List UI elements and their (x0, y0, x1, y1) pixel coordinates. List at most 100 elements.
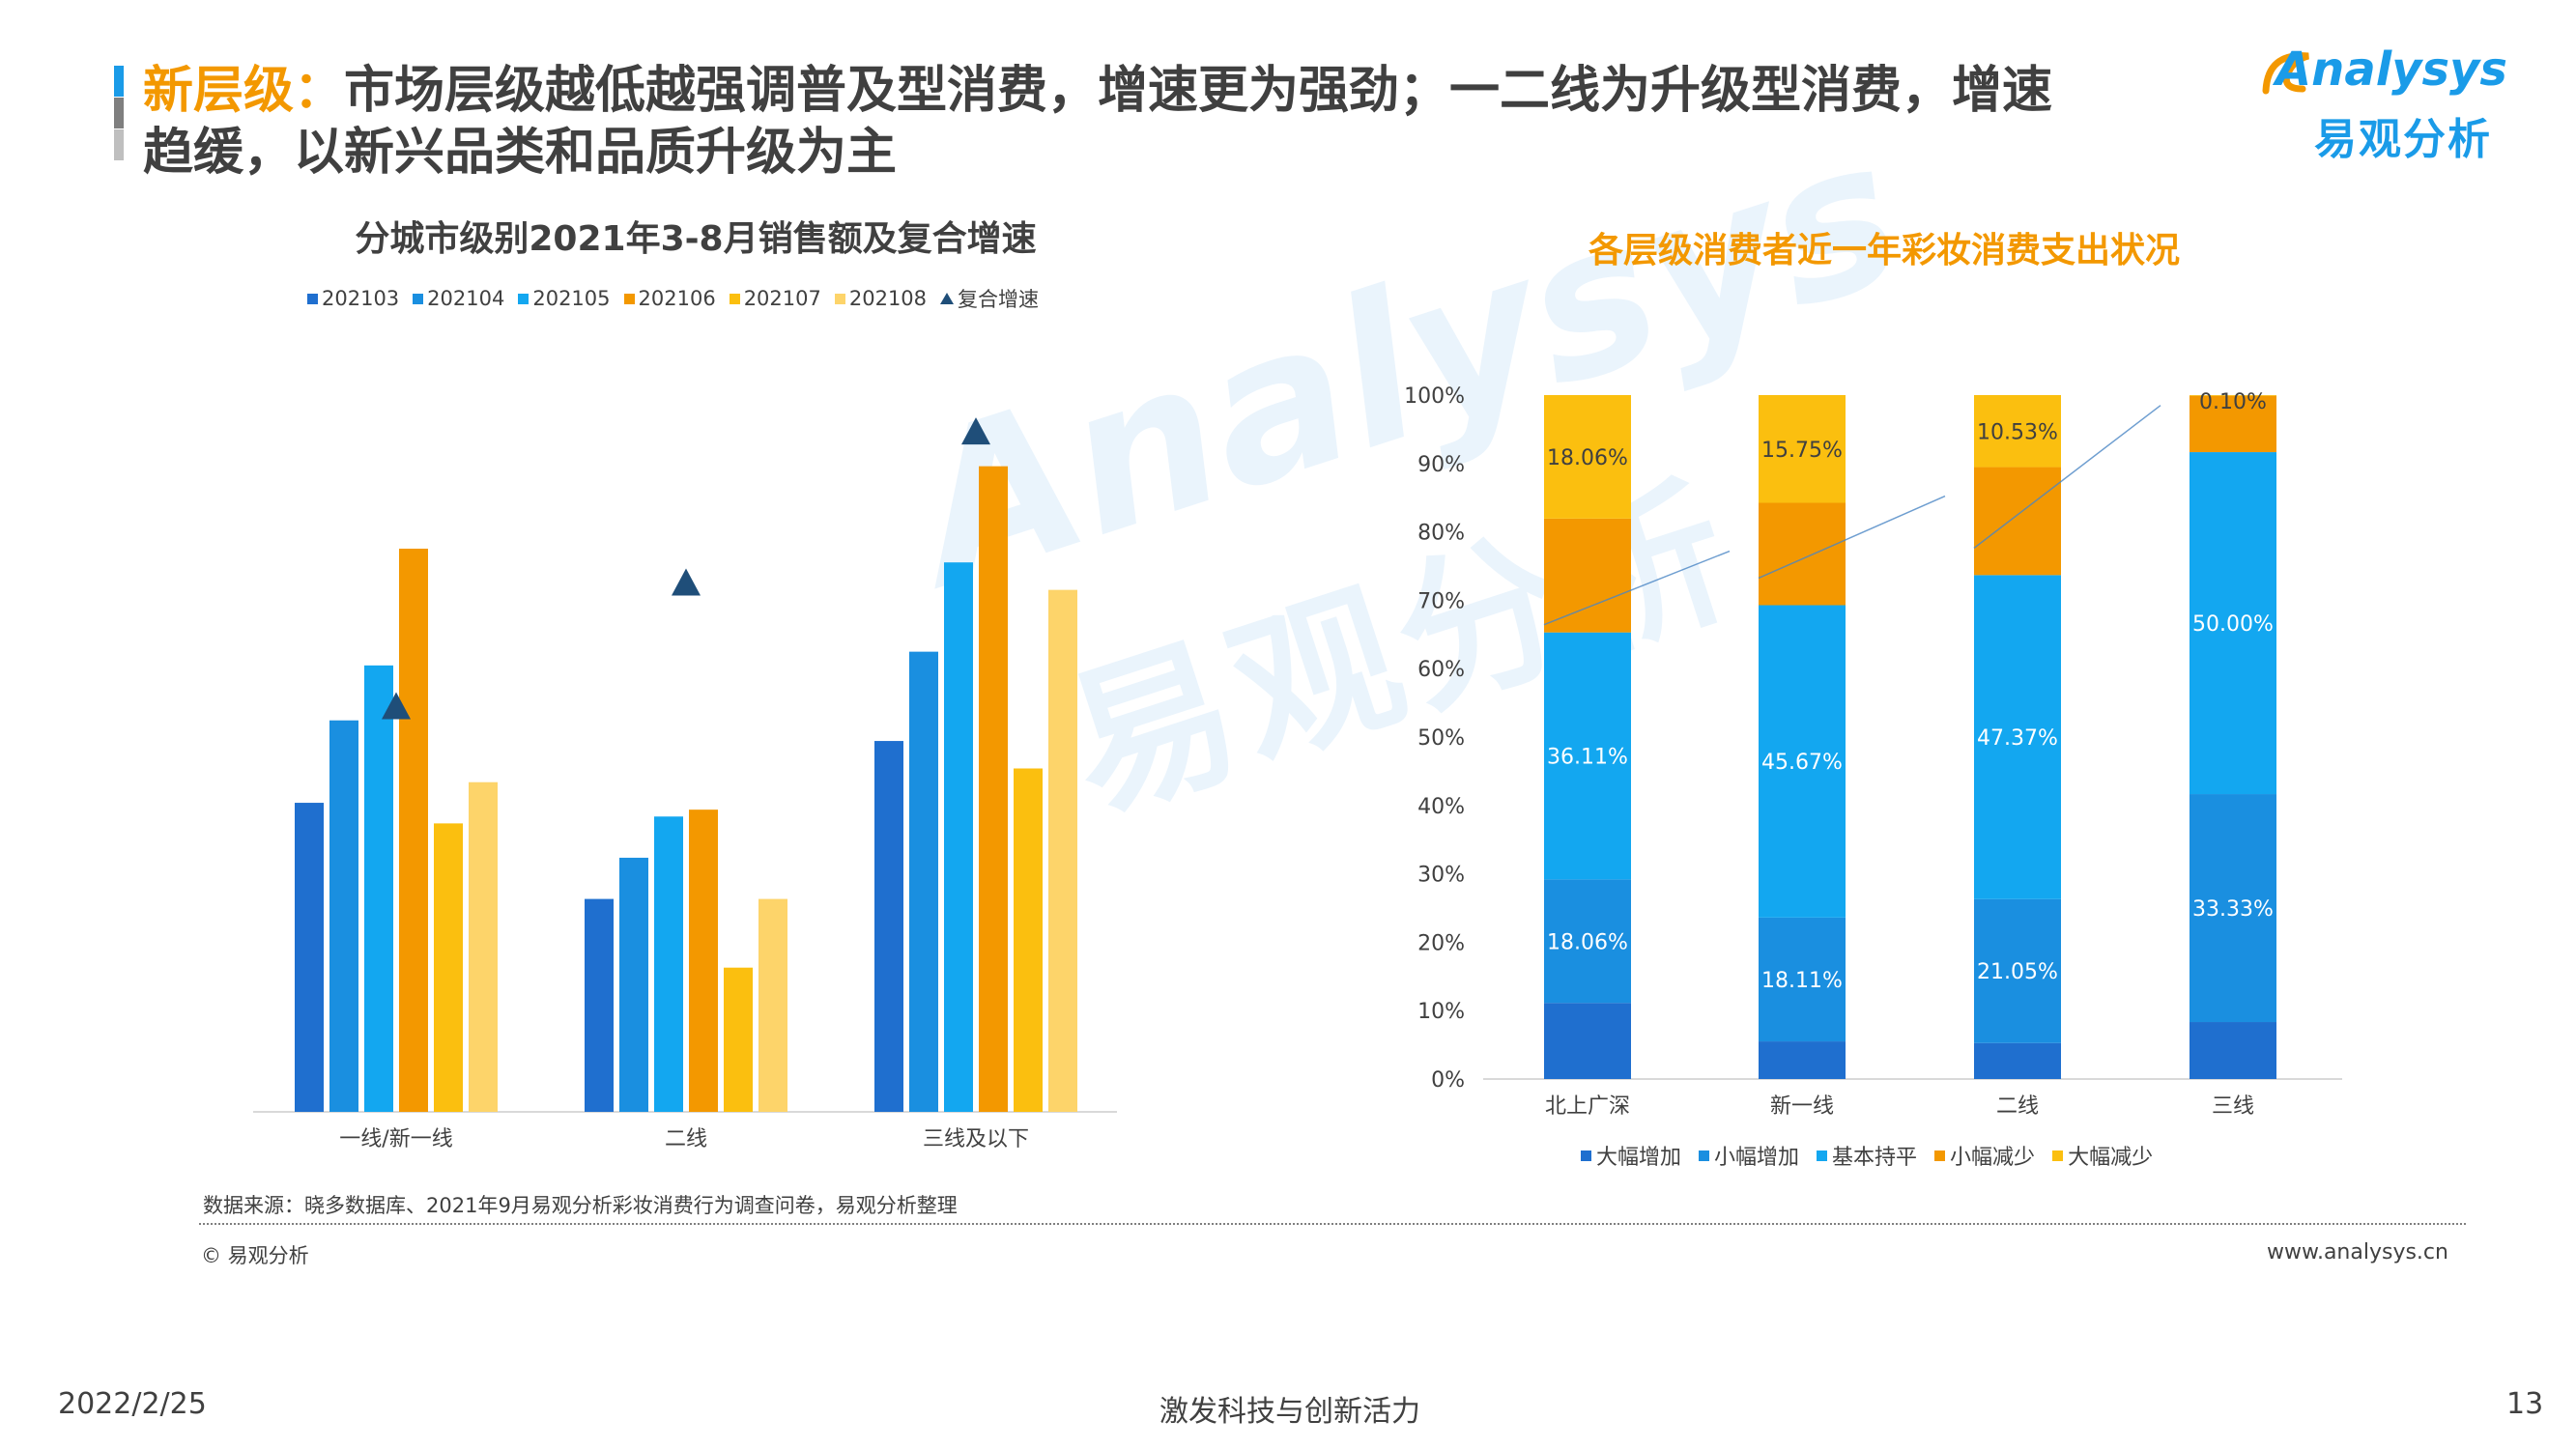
legend-swatch (413, 293, 424, 304)
chart2-data-label: 50.00% (2192, 612, 2274, 637)
chart1-bar (399, 548, 428, 1112)
chart1-bar (758, 898, 787, 1112)
chart1-x-tick-label: 二线 (665, 1127, 707, 1151)
chart2-data-label: 18.11% (1761, 969, 1843, 993)
title-accent-bar (114, 66, 124, 160)
chart2-bar-segment (2190, 395, 2276, 453)
chart2-y-tick-label: 60% (1417, 658, 1465, 682)
chart2-x-tick-label: 新一线 (1770, 1094, 1834, 1119)
title-line-1: 市场层级越低越强调普及型消费，增速更为强劲；一二线为升级型消费，增速 (344, 62, 2053, 120)
chart2-bar-segment (1974, 395, 2061, 468)
title-line-2: 趋缓，以新兴品类和品质升级为主 (143, 124, 898, 182)
chart2-y-tick-label: 70% (1417, 589, 1465, 613)
legend-label: 小幅减少 (1950, 1146, 2036, 1170)
chart1-legend-item: 202105 (518, 287, 611, 310)
chart2-legend-item: 基本持平 (1817, 1140, 1917, 1171)
chart1-growth-marker (961, 417, 990, 445)
legend-label: 202108 (848, 287, 928, 310)
triangle-marker-icon (940, 293, 955, 304)
chart1-legend-item: 202107 (729, 287, 821, 310)
chart2-bar-segment (1974, 575, 2061, 899)
chart2-bar-segment (1544, 1003, 1631, 1079)
legend-label: 202105 (532, 287, 611, 310)
chart1-growth-marker (672, 568, 701, 596)
legend-label: 小幅增加 (1714, 1146, 1800, 1170)
legend-swatch (2052, 1150, 2064, 1161)
chart1-bar (434, 823, 463, 1112)
chart2-data-label: 36.11% (1547, 746, 1628, 770)
chart1-bar (689, 810, 718, 1112)
chart1-bar (909, 651, 938, 1112)
chart1-bar (654, 816, 683, 1112)
chart2-bar-segment (1759, 395, 1846, 503)
legend-swatch (518, 293, 530, 304)
chart2-bar-segment (1544, 879, 1631, 1004)
footer-date: 2022/2/25 (58, 1387, 207, 1421)
chart1-legend-item: 202103 (307, 287, 399, 310)
chart1-x-tick-label: 三线及以下 (923, 1127, 1029, 1151)
page-title: 新层级：市场层级越低越强调普及型消费，增速更为强劲；一二线为升级型消费，增速 趋… (143, 62, 2053, 182)
chart2-x-tick-label: 二线 (1996, 1094, 2039, 1119)
chart2-connector-line (1973, 405, 2161, 549)
chart2-x-tick-label: 三线 (2212, 1094, 2254, 1119)
legend-label: 202104 (427, 287, 505, 310)
chart2-y-tick-label: 10% (1417, 1000, 1465, 1024)
chart1-legend-item: 202106 (623, 287, 716, 310)
divider (199, 1223, 2466, 1225)
chart2-legend-item: 小幅减少 (1934, 1140, 2035, 1171)
chart2-y-tick-label: 30% (1417, 864, 1465, 888)
chart2-data-label: 33.33% (2192, 897, 2274, 922)
chart2-bar-segment (2190, 395, 2276, 396)
footer-slogan: 激发科技与创新活力 (1159, 1395, 1420, 1429)
legend-swatch (1699, 1150, 1710, 1161)
chart2-legend-item: 小幅增加 (1699, 1140, 1799, 1171)
chart2-y-tick-label: 90% (1417, 453, 1465, 477)
logo-swoosh-icon (2262, 52, 2310, 95)
chart2-bar-segment (1759, 605, 1846, 918)
legend-label: 202103 (322, 287, 400, 310)
chart1-bar (295, 803, 324, 1112)
chart2-y-tick-label: 20% (1417, 931, 1465, 955)
source-note: 数据来源：晓多数据库、2021年9月易观分析彩妆消费行为调查问卷，易观分析整理 (203, 1194, 958, 1217)
chart2-data-label: 15.75% (1761, 439, 1843, 463)
copyright: © 易观分析 (201, 1244, 309, 1267)
website-link[interactable]: www.analysys.cn (2267, 1240, 2448, 1264)
chart2-bar-segment (1544, 632, 1631, 880)
chart2-y-tick-label: 0% (1431, 1068, 1465, 1093)
legend-label: 基本持平 (1832, 1146, 1918, 1170)
chart1-bar (874, 741, 903, 1112)
chart1-growth-marker (382, 692, 411, 720)
chart1-plot: 一线/新一线 二线 三线及以下 (253, 417, 1117, 1151)
chart2-bar-segment (1974, 1042, 2061, 1079)
legend-swatch (1817, 1150, 1828, 1161)
chart2-data-label: 10.53% (1977, 420, 2058, 444)
legend-label: 大幅增加 (1596, 1146, 1682, 1170)
legend-label: 202107 (743, 287, 821, 310)
legend-label: 复合增速 (958, 288, 1040, 311)
chart1-x-tick-label: 一线/新一线 (339, 1127, 452, 1151)
analysys-logo: Analysys 易观分析 (2256, 33, 2536, 168)
chart2-y-tick-label: 100% (1404, 384, 1465, 409)
chart1-legend: 202103 202104 202105 202106 202107 202108 复合增速 (307, 284, 1052, 313)
chart1-legend-item: 复合增速 (940, 284, 1039, 313)
chart2-legend: 大幅增加 小幅增加 基本持平 小幅减少 大幅减少 (1581, 1141, 2170, 1170)
chart2-bar-segment (1759, 502, 1846, 606)
legend-label: 大幅减少 (2068, 1146, 2154, 1170)
chart2-y-tick-label: 50% (1417, 726, 1465, 751)
logo-text-cn: 易观分析 (2314, 115, 2492, 164)
chart2-title: 各层级消费者近一年彩妆消费支出状况 (1588, 231, 2180, 270)
legend-swatch (1581, 1150, 1591, 1161)
chart2-connector-line (1543, 550, 1731, 626)
chart1-bar (944, 562, 973, 1112)
chart1-bar (619, 857, 648, 1112)
title-highlight: 新层级 (143, 62, 295, 120)
chart2-legend-item: 大幅增加 (1581, 1140, 1681, 1171)
chart2-bar-segment (2190, 794, 2276, 1023)
chart1-legend-item: 202104 (413, 287, 504, 310)
legend-swatch (1934, 1150, 1946, 1161)
chart2-data-label: 18.06% (1547, 930, 1628, 954)
chart1-bar (364, 665, 393, 1112)
chart1-bar (1014, 768, 1043, 1112)
chart2-data-label: 21.05% (1977, 960, 2058, 984)
legend-label: 202106 (638, 287, 716, 310)
